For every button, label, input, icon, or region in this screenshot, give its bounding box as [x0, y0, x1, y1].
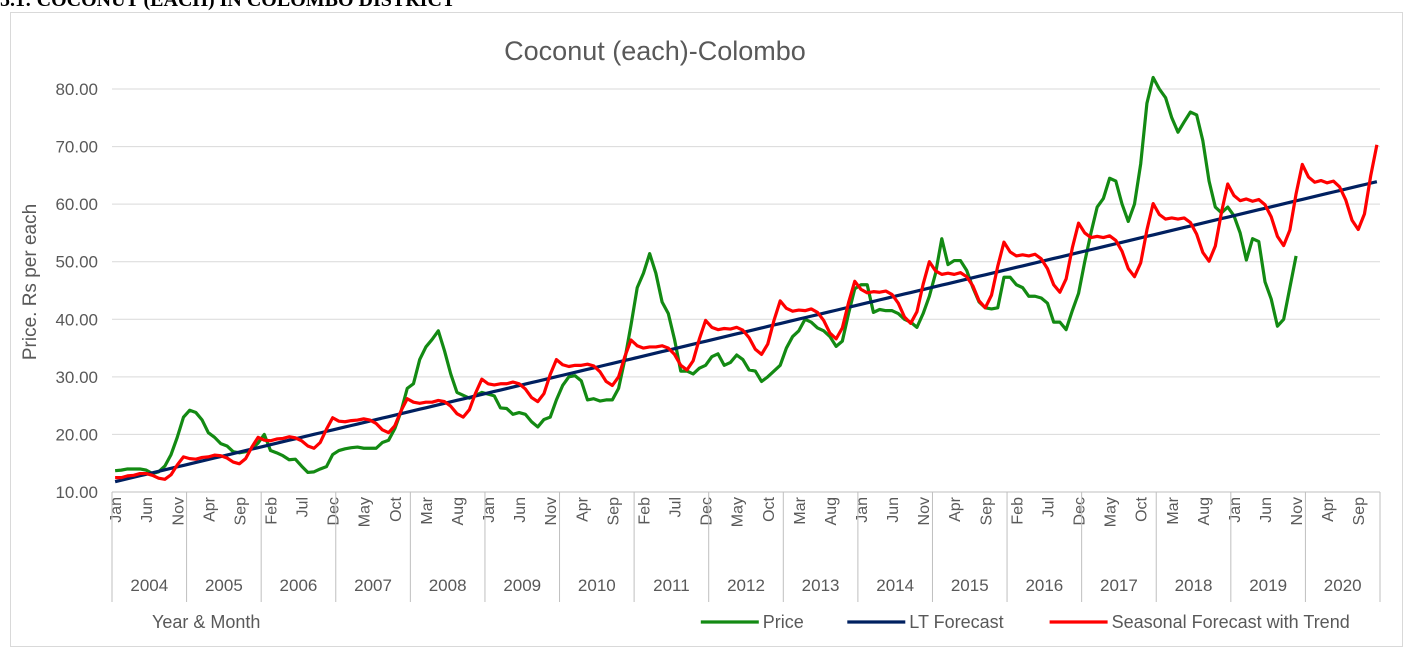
y-tick-label: 50.00 — [55, 253, 98, 272]
year-label: 2005 — [205, 576, 243, 595]
x-tick-label: Mar — [1165, 496, 1182, 524]
year-label: 2011 — [653, 576, 690, 595]
y-tick-label: 10.00 — [55, 483, 98, 502]
x-tick-label: Jul — [1040, 497, 1057, 517]
x-tick-label: Apr — [574, 496, 591, 522]
x-tick-label: Nov — [170, 497, 187, 525]
chart-frame — [10, 12, 1403, 647]
section-heading: 5.1: COCONUT (EACH) IN COLOMBO DISTRICT — [0, 0, 456, 11]
year-label: 2018 — [1175, 576, 1213, 595]
x-tick-label: Apr — [201, 496, 218, 522]
x-tick-label: Jul — [295, 497, 312, 517]
x-tick-label: Jan — [108, 497, 125, 523]
x-tick-label: Jan — [1227, 497, 1244, 523]
x-tick-label: May — [357, 497, 374, 527]
series-line — [115, 144, 1379, 481]
x-tick-label: Dec — [1072, 497, 1089, 525]
x-tick-label: Nov — [916, 497, 933, 525]
x-tick-label: Nov — [1289, 497, 1306, 525]
y-tick-label: 60.00 — [55, 195, 98, 214]
year-label: 2012 — [727, 576, 765, 595]
x-tick-label: Apr — [1320, 496, 1337, 522]
x-tick-label: Feb — [264, 497, 281, 525]
year-label: 2010 — [578, 576, 616, 595]
y-tick-label: 40.00 — [55, 310, 98, 329]
legend-label: LT Forecast — [909, 612, 1003, 632]
x-tick-label: Sep — [1351, 497, 1368, 526]
x-tick-label: Oct — [388, 496, 405, 521]
legend-label: Price — [763, 612, 804, 632]
x-tick-label: Jun — [139, 497, 156, 523]
x-tick-label: May — [730, 497, 747, 527]
year-label: 2004 — [130, 576, 168, 595]
y-tick-label: 30.00 — [55, 368, 98, 387]
x-tick-label: Mar — [792, 496, 809, 524]
x-tick-label: Oct — [761, 496, 778, 521]
x-tick-label: Aug — [450, 497, 467, 525]
y-tick-label: 20.00 — [55, 425, 98, 444]
y-axis-label: Price. Rs per each — [20, 204, 41, 360]
x-tick-label: Aug — [1196, 497, 1213, 525]
year-label: 2015 — [951, 576, 989, 595]
x-tick-label: Apr — [947, 496, 964, 522]
x-tick-label: Jun — [885, 497, 902, 523]
year-label: 2017 — [1100, 576, 1138, 595]
x-tick-label: Dec — [699, 497, 716, 525]
x-tick-label: Sep — [605, 497, 622, 526]
x-tick-label: Dec — [326, 497, 343, 525]
chart-title: Coconut (each)-Colombo — [504, 36, 806, 66]
year-label: 2007 — [354, 576, 392, 595]
x-tick-label: Jun — [1258, 497, 1275, 523]
x-tick-label: Jan — [854, 497, 871, 523]
x-tick-label: Oct — [1134, 496, 1151, 521]
year-label: 2014 — [876, 576, 914, 595]
year-label: 2006 — [280, 576, 318, 595]
x-tick-label: Jan — [481, 497, 498, 523]
x-tick-label: Sep — [978, 497, 995, 526]
year-label: 2020 — [1324, 576, 1362, 595]
x-tick-label: Mar — [419, 496, 436, 524]
y-tick-label: 80.00 — [55, 80, 98, 99]
x-tick-label: May — [1103, 497, 1120, 527]
x-tick-label: Feb — [1009, 497, 1026, 525]
x-tick-label: Jul — [668, 497, 685, 517]
x-tick-label: Aug — [823, 497, 840, 525]
x-tick-label: Feb — [636, 497, 653, 525]
x-tick-label: Sep — [232, 497, 249, 526]
x-tick-label: Nov — [543, 497, 560, 525]
series-line — [114, 75, 1298, 476]
year-label: 2019 — [1249, 576, 1287, 595]
legend-label: Seasonal Forecast with Trend — [1112, 612, 1350, 632]
year-label: 2016 — [1025, 576, 1063, 595]
y-tick-label: 70.00 — [55, 138, 98, 157]
year-label: 2009 — [503, 576, 541, 595]
year-label: 2013 — [802, 576, 840, 595]
year-label: 2008 — [429, 576, 467, 595]
x-axis-label: Year & Month — [152, 612, 260, 632]
x-tick-label: Jun — [512, 497, 529, 523]
